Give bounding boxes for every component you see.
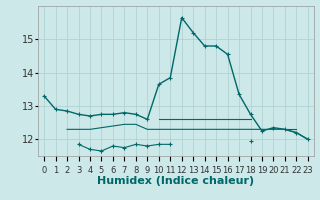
X-axis label: Humidex (Indice chaleur): Humidex (Indice chaleur) [97, 176, 255, 186]
